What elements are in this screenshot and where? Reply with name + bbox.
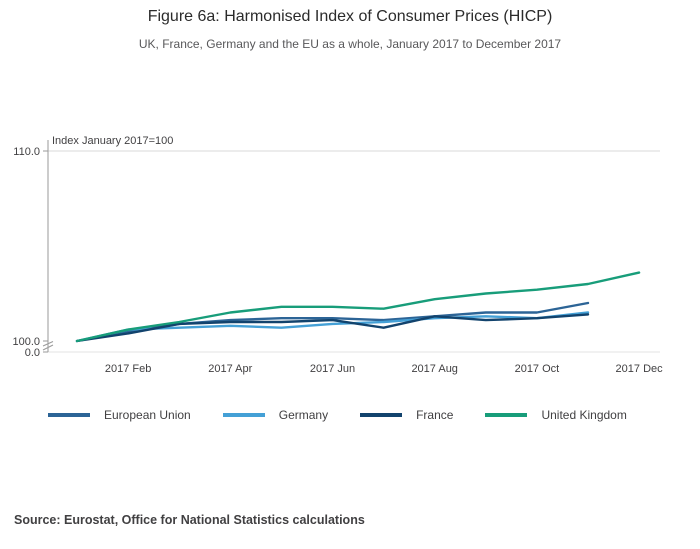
series-line-germany	[75, 311, 590, 343]
legend-label: European Union	[104, 408, 191, 422]
x-tick-label: 2017 Aug	[411, 363, 458, 375]
legend-swatch	[222, 413, 265, 417]
figure-subtitle: UK, France, Germany and the EU as a whol…	[138, 37, 562, 51]
series-line-united-kingdom	[75, 271, 641, 343]
legend-swatch	[485, 413, 528, 417]
legend-label: France	[416, 408, 454, 422]
legend-label: Germany	[278, 408, 329, 422]
series-line-european-union	[75, 301, 590, 343]
series-line-france	[75, 313, 590, 343]
x-tick-label: 2017 Dec	[616, 363, 664, 375]
legend-label: United Kingdom	[541, 408, 627, 422]
legend-item-france: France	[360, 408, 453, 422]
legend-swatch	[48, 413, 90, 417]
source-note: Source: Eurostat, Office for National St…	[14, 513, 365, 527]
figure-title: Figure 6a: Harmonised Index of Consumer …	[147, 8, 553, 25]
y-tick-label: 100.0	[12, 336, 40, 348]
legend-item-european-union: European Union	[48, 408, 191, 422]
y-tick-label: 0.0	[25, 347, 40, 359]
x-tick-label: 2017 Feb	[105, 363, 151, 375]
x-tick-label: 2017 Apr	[208, 363, 252, 375]
legend-item-germany: Germany	[222, 408, 329, 422]
x-tick-label: 2017 Oct	[515, 363, 560, 375]
y-tick-label: 110.0	[13, 146, 40, 158]
legend-item-united-kingdom: United Kingdom	[485, 408, 627, 422]
legend: European Union Germany France United Kingdo…	[48, 408, 627, 422]
chart-svg: 110.0 100.00.0 2017 Feb 2017 Apr 2017 Jun 201…	[12, 140, 664, 375]
legend-swatch	[360, 413, 403, 417]
x-tick-label: 2017 Jun	[310, 363, 355, 375]
y-axis-unit-label: Index January 2017=100	[52, 135, 174, 147]
